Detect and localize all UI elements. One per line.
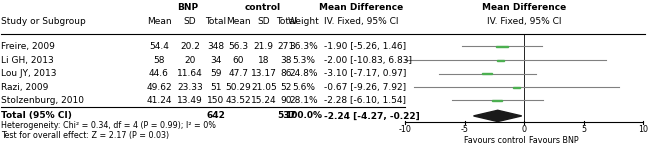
Text: Heterogeneity: Chi² = 0.34, df = 4 (P = 0.99); I² = 0%: Heterogeneity: Chi² = 0.34, df = 4 (P = …	[1, 121, 216, 130]
Text: 100.0%: 100.0%	[285, 111, 322, 120]
Text: -5: -5	[461, 125, 469, 134]
Text: control: control	[244, 3, 280, 12]
Text: 271: 271	[278, 42, 295, 51]
Text: Lou JY, 2013: Lou JY, 2013	[1, 69, 57, 78]
Text: 60: 60	[232, 56, 244, 65]
Text: 51: 51	[210, 83, 222, 92]
Text: 41.24: 41.24	[146, 96, 172, 105]
Text: -3.10 [-7.17, 0.97]: -3.10 [-7.17, 0.97]	[324, 69, 407, 78]
Text: 20.2: 20.2	[180, 42, 200, 51]
Text: -2.00 [-10.83, 6.83]: -2.00 [-10.83, 6.83]	[324, 56, 412, 65]
Text: Li GH, 2013: Li GH, 2013	[1, 56, 54, 65]
Bar	[496, 46, 508, 47]
Polygon shape	[473, 110, 522, 122]
Text: 0: 0	[522, 125, 527, 134]
Text: 13.17: 13.17	[251, 69, 277, 78]
Text: Test for overall effect: Z = 2.17 (P = 0.03): Test for overall effect: Z = 2.17 (P = 0…	[1, 131, 170, 140]
Text: Razi, 2009: Razi, 2009	[1, 83, 49, 92]
Text: 18: 18	[258, 56, 270, 65]
Text: Weight: Weight	[288, 17, 320, 26]
Text: 44.6: 44.6	[149, 69, 169, 78]
Bar	[513, 87, 520, 88]
Text: Mean Difference: Mean Difference	[318, 3, 403, 12]
Bar	[497, 60, 504, 61]
Text: Total: Total	[276, 17, 297, 26]
Text: 21.05: 21.05	[251, 83, 277, 92]
Text: 54.4: 54.4	[149, 42, 169, 51]
Text: Favours control: Favours control	[463, 136, 525, 145]
Text: 38: 38	[281, 56, 292, 65]
Text: 47.7: 47.7	[228, 69, 248, 78]
Text: 21.9: 21.9	[254, 42, 274, 51]
Text: 49.62: 49.62	[146, 83, 172, 92]
Text: 90: 90	[281, 96, 292, 105]
Text: 59: 59	[210, 69, 222, 78]
Text: IV. Fixed, 95% CI: IV. Fixed, 95% CI	[324, 17, 399, 26]
Text: Total (95% CI): Total (95% CI)	[1, 111, 72, 120]
Text: 5.3%: 5.3%	[292, 56, 315, 65]
Text: -2.24 [-4.27, -0.22]: -2.24 [-4.27, -0.22]	[324, 111, 420, 120]
Text: Freire, 2009: Freire, 2009	[1, 42, 55, 51]
Text: 642: 642	[206, 111, 225, 120]
Text: 150: 150	[207, 96, 224, 105]
Text: 5: 5	[581, 125, 586, 134]
Text: Stolzenburg, 2010: Stolzenburg, 2010	[1, 96, 84, 105]
Text: 56.3: 56.3	[228, 42, 248, 51]
Text: 5.6%: 5.6%	[292, 83, 315, 92]
Text: 43.52: 43.52	[226, 96, 251, 105]
Text: 13.49: 13.49	[177, 96, 203, 105]
Text: 28.1%: 28.1%	[289, 96, 318, 105]
Text: SD: SD	[257, 17, 270, 26]
Text: 52: 52	[281, 83, 292, 92]
Text: 86: 86	[281, 69, 292, 78]
Text: 20: 20	[184, 56, 196, 65]
Text: -10: -10	[399, 125, 411, 134]
Text: IV. Fixed, 95% CI: IV. Fixed, 95% CI	[487, 17, 562, 26]
Text: 36.3%: 36.3%	[289, 42, 318, 51]
Text: 50.29: 50.29	[225, 83, 251, 92]
Text: Favours BNP: Favours BNP	[529, 136, 579, 145]
Text: 34: 34	[210, 56, 221, 65]
Text: Mean: Mean	[226, 17, 250, 26]
Bar	[482, 73, 493, 74]
Text: Mean: Mean	[147, 17, 172, 26]
Text: 58: 58	[153, 56, 164, 65]
Text: Total: Total	[205, 17, 226, 26]
Text: Study or Subgroup: Study or Subgroup	[1, 17, 86, 26]
Text: 348: 348	[207, 42, 224, 51]
Text: -2.28 [-6.10, 1.54]: -2.28 [-6.10, 1.54]	[324, 96, 406, 105]
Text: 10: 10	[638, 125, 648, 134]
Bar	[492, 100, 502, 101]
Text: 24.8%: 24.8%	[289, 69, 318, 78]
Text: SD: SD	[183, 17, 196, 26]
Text: 537: 537	[277, 111, 296, 120]
Text: 11.64: 11.64	[177, 69, 203, 78]
Text: Mean Difference: Mean Difference	[482, 3, 566, 12]
Text: -0.67 [-9.26, 7.92]: -0.67 [-9.26, 7.92]	[324, 83, 406, 92]
Text: -1.90 [-5.26, 1.46]: -1.90 [-5.26, 1.46]	[324, 42, 406, 51]
Text: BNP: BNP	[177, 3, 198, 12]
Text: 15.24: 15.24	[251, 96, 277, 105]
Text: 23.33: 23.33	[177, 83, 203, 92]
